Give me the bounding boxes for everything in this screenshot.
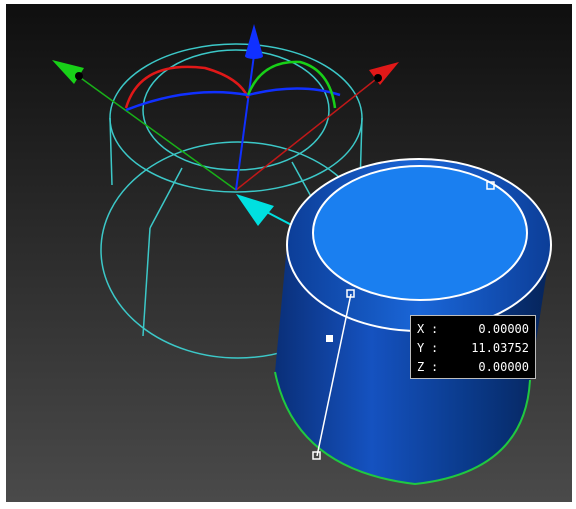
x-axis-line xyxy=(235,75,381,191)
coord-separator: : xyxy=(431,340,439,355)
coord-value-y: 11.03752 xyxy=(471,340,529,355)
z-axis-line xyxy=(235,54,255,191)
z-axis-arrow-icon[interactable] xyxy=(245,24,263,59)
y-axis-line xyxy=(77,75,237,191)
3d-viewport[interactable]: X : 0.00000 Y : 11.03752 Z : 0.00000 xyxy=(6,4,572,502)
coord-row-z: Z : 0.00000 xyxy=(411,357,535,376)
coord-axis-label: Y xyxy=(417,340,425,355)
coord-separator: : xyxy=(431,321,439,336)
coord-value-z: 0.00000 xyxy=(478,359,529,374)
coord-axis-label: Z xyxy=(417,359,425,374)
viewport-canvas[interactable] xyxy=(6,4,572,502)
coord-separator: : xyxy=(431,359,439,374)
wireframe-object xyxy=(100,43,376,359)
z-rotation-arc[interactable] xyxy=(125,87,341,112)
coord-row-y: Y : 11.03752 xyxy=(411,338,535,357)
y-axis-arrow-icon[interactable] xyxy=(52,60,84,84)
coord-row-x: X : 0.00000 xyxy=(411,319,535,338)
coord-value-x: 0.00000 xyxy=(478,321,529,336)
coord-axis-label: X xyxy=(417,321,425,336)
x-rotation-arc[interactable] xyxy=(124,65,250,109)
coordinate-readout: X : 0.00000 Y : 11.03752 Z : 0.00000 xyxy=(410,315,536,379)
y-rotation-arc[interactable] xyxy=(246,60,337,109)
x-axis-arrow-icon[interactable] xyxy=(369,62,399,85)
